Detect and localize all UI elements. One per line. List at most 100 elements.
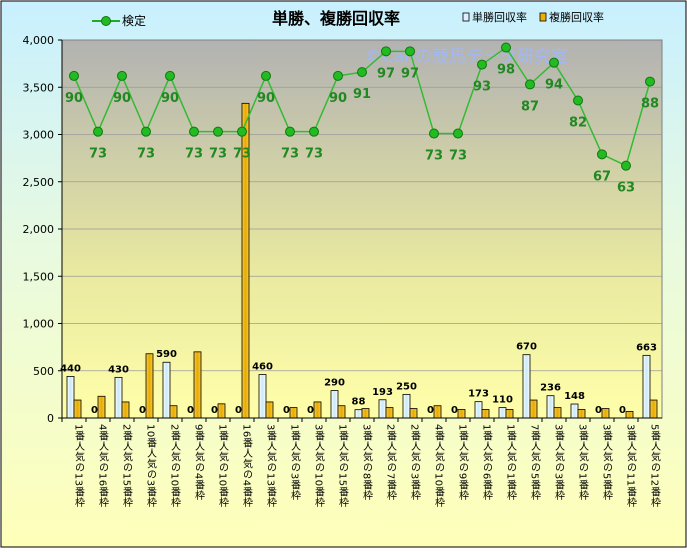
line-value-label: 73 [209, 147, 227, 162]
line-point [429, 128, 439, 139]
bar-tansho [522, 354, 531, 419]
bar-tansho-label: 0 [139, 405, 146, 416]
line-point [405, 46, 415, 57]
bar-tansho-label: 110 [492, 395, 513, 406]
x-tick-label: 2番人気の10番枠 [169, 424, 181, 508]
line-value-label: 97 [401, 66, 419, 81]
x-tick-label: 16番人気の4番枠 [241, 424, 253, 508]
line-value-label: 90 [257, 91, 275, 106]
line-value-label: 73 [425, 149, 443, 164]
bar-tansho-label: 590 [156, 349, 177, 360]
bar-fukusho [361, 408, 370, 419]
chart-title: 単勝、複勝回収率 [272, 9, 400, 28]
line-point [621, 160, 631, 171]
x-tick-label: 1番人気の9番枠 [457, 424, 469, 501]
line-value-label: 63 [617, 181, 635, 196]
line-point [645, 76, 655, 87]
bar-tansho-label: 0 [619, 405, 626, 416]
y-axis: 0 500 1,000 1,500 2,000 2,500 3,000 3,500 4,000 [23, 34, 63, 425]
bar-tansho [354, 409, 363, 419]
bar-tansho-label: 88 [352, 397, 366, 408]
x-tick-label: 1番人気の6番枠 [481, 424, 493, 501]
bar-fukusho [409, 408, 418, 419]
line-point [93, 126, 103, 137]
bar-tansho [162, 361, 171, 419]
bar-tansho-label: 663 [636, 342, 657, 353]
bar-tansho [642, 354, 651, 419]
bar-fukusho [121, 401, 130, 419]
line-value-label: 97 [377, 66, 395, 81]
line-point [525, 79, 535, 90]
line-value-label: 73 [449, 149, 467, 164]
line-value-label: 73 [281, 147, 299, 162]
line-point [357, 67, 367, 78]
line-value-label: 73 [137, 147, 155, 162]
bar-tansho-label: 0 [307, 405, 314, 416]
bar-fukusho [97, 395, 106, 419]
bar-tansho [378, 399, 387, 419]
bar-fukusho [433, 405, 442, 419]
bar-fukusho [265, 401, 274, 419]
bar-tansho [66, 376, 75, 419]
y-tick-label: 1,500 [23, 270, 55, 283]
line-point [285, 126, 295, 137]
legend-tan-swatch [462, 12, 470, 22]
x-tick-label: 3番人気の8番枠 [361, 424, 373, 501]
line-value-label: 88 [641, 97, 659, 112]
bar-tansho-label: 0 [211, 405, 218, 416]
bar-fukusho [457, 409, 466, 419]
x-tick-label: 1番人気の10番枠 [217, 424, 229, 508]
legend-line-marker [101, 16, 111, 26]
bar-tansho-label: 0 [595, 405, 602, 416]
bar-fukusho [649, 399, 658, 419]
line-layer: 90 73 90 73 90 73 73 73 90 73 73 90 91 97 97 73 73 93 98 87… [65, 42, 659, 196]
bar-fukusho [385, 407, 394, 419]
legend-tan-label: 単勝回収率 [472, 10, 527, 24]
line-value-label: 73 [233, 147, 251, 162]
x-tick-label: 9番人気の4番枠 [193, 424, 205, 501]
x-tick-label: 1番人気の1番枠 [505, 424, 517, 501]
bar-tansho [498, 407, 507, 419]
bar-tansho-label: 0 [451, 405, 458, 416]
line-value-label: 93 [473, 80, 491, 95]
x-tick-label: 1番人気の15番枠 [337, 424, 349, 508]
bar-tansho [114, 376, 123, 419]
x-tick-label: 2番人気の15番枠 [121, 424, 133, 508]
bar-tansho [570, 403, 579, 419]
bar-tansho-label: 460 [252, 362, 273, 373]
bar-tansho-label: 290 [324, 378, 345, 389]
x-tick-label: 3番人気の5番枠 [601, 424, 613, 501]
bar-tansho-label: 236 [540, 383, 561, 394]
gridlines [62, 86, 662, 372]
x-tick-label: 3番人気の1番枠 [577, 424, 589, 501]
bar-tansho-label: 440 [60, 363, 81, 374]
line-point [69, 70, 79, 81]
line-value-label: 90 [65, 91, 83, 106]
bar-fukusho [289, 407, 298, 419]
bar-tansho-label: 0 [187, 405, 194, 416]
x-tick-label: 3番人気の13番枠 [265, 424, 277, 508]
line-point [501, 42, 511, 53]
bar-tansho-label: 430 [108, 364, 129, 375]
x-tick-label: 4番人気の16番枠 [97, 424, 109, 508]
x-tick-label: 2番人気の7番枠 [385, 424, 397, 501]
legend-fuku-swatch [539, 12, 547, 22]
bar-tansho [330, 390, 339, 419]
line-value-label: 91 [353, 87, 371, 102]
line-point [381, 46, 391, 57]
bar-fukusho [73, 399, 82, 419]
x-tick-label: 3番人気の3番枠 [553, 424, 565, 501]
legend: 検定 単勝回収率 複勝回収率 [92, 10, 604, 28]
x-tick-label: 3番人気の10番枠 [313, 424, 325, 508]
bar-fukusho [313, 401, 322, 419]
line-point [453, 128, 463, 139]
line-value-label: 67 [593, 169, 611, 184]
bar-fukusho [145, 353, 154, 419]
line-point [237, 126, 247, 137]
line-point [549, 57, 559, 68]
y-tick-label: 3,000 [23, 129, 55, 142]
line-point [261, 70, 271, 81]
bar-tansho [546, 395, 555, 419]
